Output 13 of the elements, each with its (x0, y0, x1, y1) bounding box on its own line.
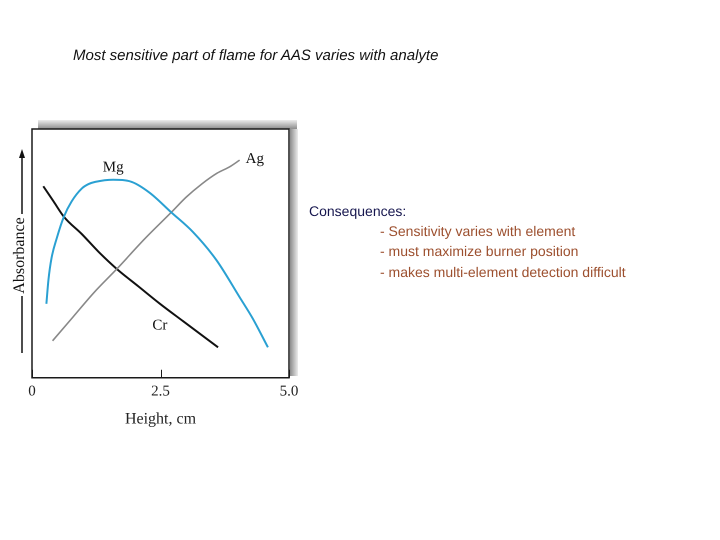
text: - must maximize burner position (380, 243, 578, 259)
series-label: Mg (102, 160, 124, 176)
text: Consequences: (309, 203, 406, 219)
text: - makes multi-element detection difficult (380, 264, 626, 280)
y-axis-title: Absorbance (11, 217, 28, 294)
series-label: Cr (152, 318, 168, 334)
series-label: Ag (246, 151, 264, 168)
x-tick-label: 5.0 (280, 384, 298, 400)
x-tick-label: 0 (28, 384, 36, 400)
text: - Sensitivity varies with element (380, 222, 576, 238)
x-tick-label: 2.5 (151, 384, 170, 400)
chart-title: Most sensitive part of flame for AAS varies with analyte (73, 47, 438, 64)
x-axis-title: Height, cm (124, 410, 197, 428)
